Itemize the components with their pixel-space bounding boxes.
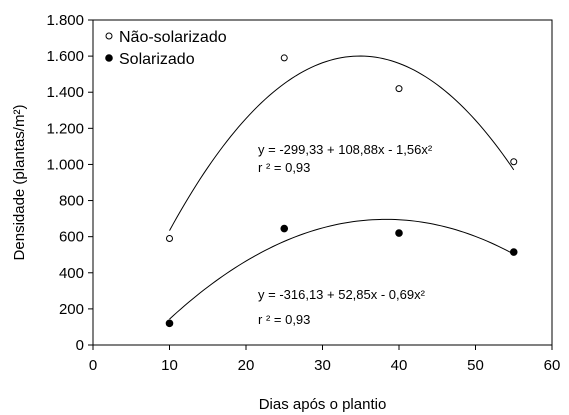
- r-squared-series-1: r ² = 0,93: [258, 160, 310, 175]
- legend-marker-1: [105, 32, 113, 40]
- x-tick-label: 0: [89, 357, 97, 374]
- data-points: [165, 54, 518, 328]
- y-tick-label: 1.000: [46, 156, 84, 173]
- fit-curve-1: [169, 55, 515, 231]
- data-point-series-1: [166, 234, 173, 242]
- x-tick-label: 30: [314, 357, 331, 374]
- y-tick-label: 0: [76, 337, 84, 354]
- x-tick-label: 50: [467, 357, 484, 374]
- data-point-series-2: [509, 248, 518, 256]
- x-tick-label: 20: [238, 357, 255, 374]
- legend-marker-2: [105, 54, 113, 62]
- y-tick-label: 800: [59, 193, 84, 210]
- x-tick-label: 60: [544, 357, 561, 374]
- legend-label-1: Não-solarizado: [119, 29, 227, 46]
- x-tick-label: 10: [161, 357, 178, 374]
- data-point-series-1: [395, 85, 403, 93]
- x-tick-label: 40: [391, 357, 408, 374]
- data-point-series-1: [510, 158, 518, 166]
- data-point-series-1: [280, 54, 288, 62]
- legend: Não-solarizado Solarizado: [105, 29, 227, 68]
- y-tick-label: 1.200: [46, 120, 84, 137]
- fit-curve-2: [169, 218, 514, 320]
- legend-label-2: Solarizado: [119, 51, 195, 68]
- y-tick-label: 1.800: [46, 12, 84, 29]
- data-point-series-2: [280, 224, 289, 233]
- data-point-series-2: [395, 229, 403, 237]
- data-point-series-2: [165, 319, 174, 328]
- equation-series-1: y = -299,33 + 108,88x - 1,56x²: [258, 142, 433, 157]
- y-tick-label: 600: [59, 229, 84, 246]
- regression-equations: y = -299,33 + 108,88x - 1,56x² r ² = 0,93…: [258, 142, 433, 327]
- y-tick-label: 1.400: [46, 84, 84, 101]
- equation-series-2: y = -316,13 + 52,85x - 0,69x²: [258, 287, 426, 302]
- r-squared-series-2: r ² = 0,93: [258, 312, 310, 327]
- x-axis-label: Dias após o plantio: [259, 396, 387, 413]
- y-tick-label: 200: [59, 301, 84, 318]
- y-tick-label: 400: [59, 265, 84, 282]
- y-tick-label: 1.600: [46, 48, 84, 65]
- plot-axes: 0 10 20 30 40 50 6002004006008001.0001.2001.40…: [11, 12, 560, 413]
- fit-curves: [169, 55, 515, 320]
- y-axis-label: Densidade (plantas/m²): [11, 105, 28, 261]
